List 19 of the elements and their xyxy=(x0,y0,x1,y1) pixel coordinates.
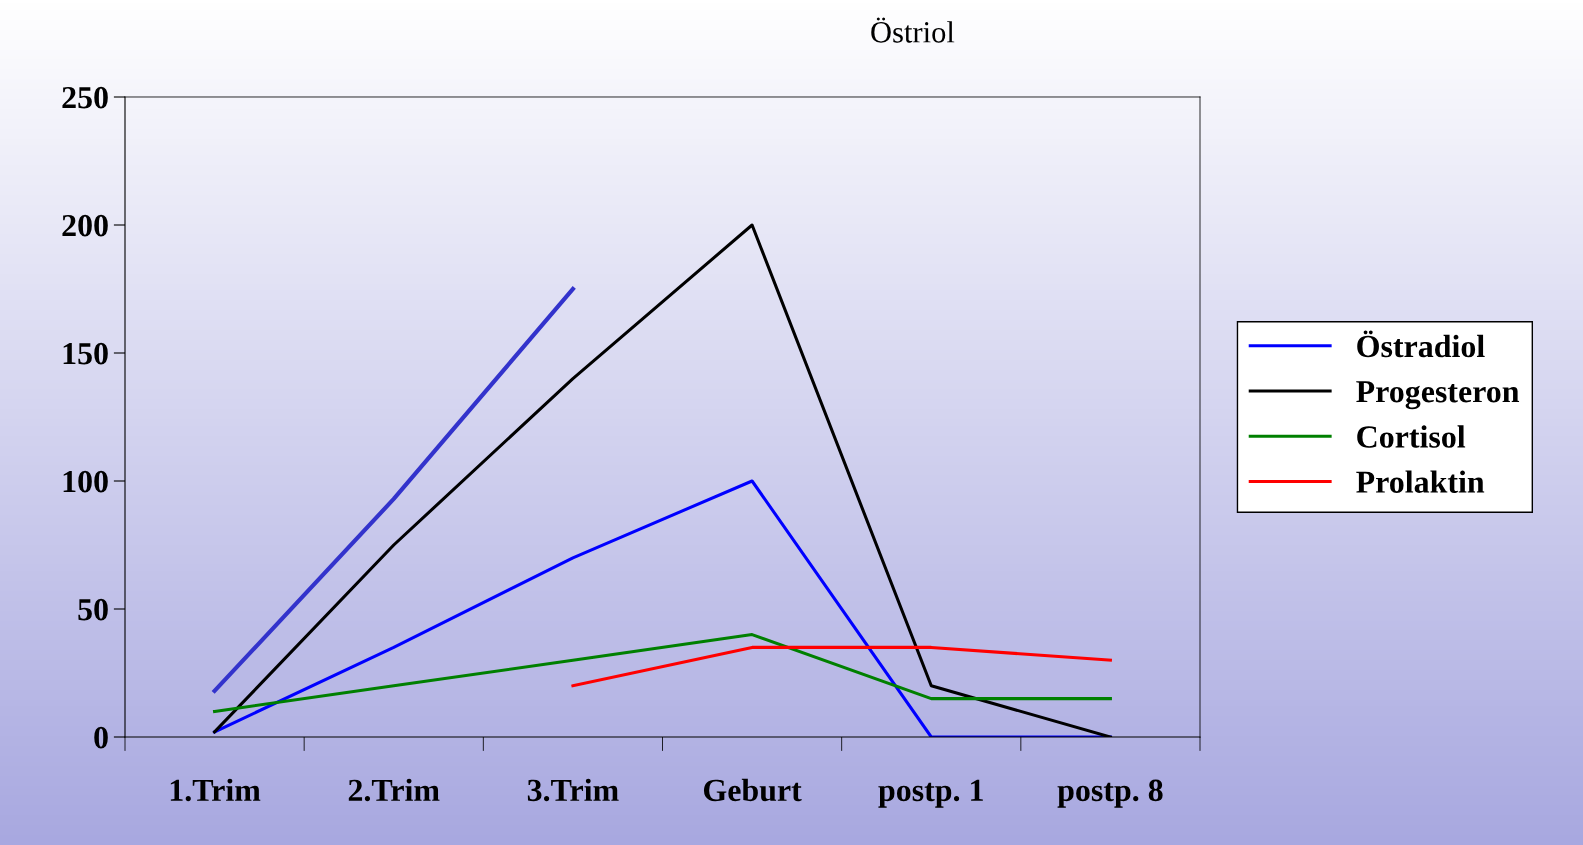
legend-label: Cortisol xyxy=(1357,425,1466,448)
legend-label: Prolaktin xyxy=(1356,470,1485,493)
y-tick-label: 0 xyxy=(94,726,108,749)
x-tick-label: postp. 8 xyxy=(1057,779,1163,808)
line-series xyxy=(213,479,1112,737)
x-tick-label: 1.Trim xyxy=(170,778,261,802)
y-tick-label: 200 xyxy=(62,214,108,237)
y-tick-label: 50 xyxy=(78,598,108,621)
line-series xyxy=(213,633,1112,713)
y-tick-label: 250 xyxy=(62,86,108,109)
legend-label: Progesteron xyxy=(1356,381,1520,410)
x-tick-label: postp. 1 xyxy=(878,779,983,808)
y-tick-label: 150 xyxy=(63,342,108,365)
x-tick-label: Geburt xyxy=(703,778,802,802)
legend-label: Östradiol xyxy=(1357,330,1485,358)
x-tick-label: 3.Trim xyxy=(527,778,619,802)
x-tick-label: 2.Trim xyxy=(348,778,440,802)
y-tick-label: 100 xyxy=(63,470,108,493)
text: Östriol xyxy=(871,17,955,43)
